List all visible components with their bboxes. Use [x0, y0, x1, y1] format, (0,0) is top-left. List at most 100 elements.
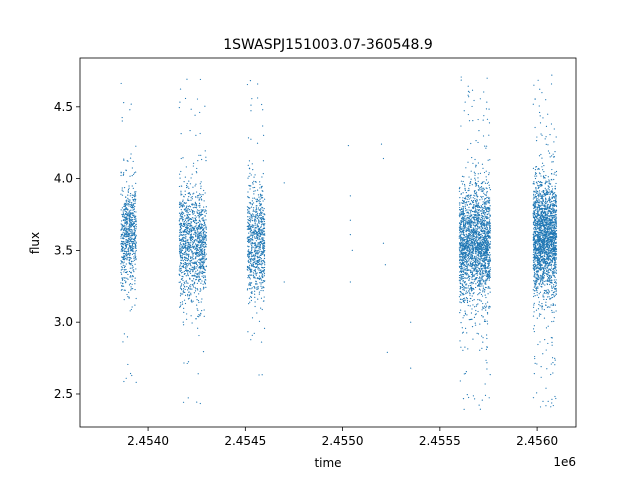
- data-point: [477, 266, 479, 268]
- data-point: [470, 281, 472, 283]
- data-point: [459, 312, 461, 314]
- data-point: [178, 224, 181, 226]
- data-point: [125, 225, 127, 227]
- data-point: [127, 273, 129, 276]
- data-point: [478, 404, 480, 406]
- data-point: [123, 242, 125, 244]
- data-point: [473, 288, 475, 290]
- data-point: [191, 257, 193, 259]
- data-point: [187, 257, 190, 259]
- data-point: [185, 257, 187, 259]
- data-point: [258, 213, 261, 215]
- data-point: [122, 282, 124, 285]
- data-point: [487, 199, 489, 202]
- data-point: [252, 239, 254, 241]
- data-point: [263, 296, 265, 298]
- data-point: [486, 246, 488, 248]
- data-point: [199, 266, 201, 268]
- data-point: [129, 216, 131, 218]
- data-point: [196, 227, 198, 229]
- data-point: [202, 217, 204, 219]
- data-point: [478, 252, 480, 254]
- data-point: [482, 253, 484, 256]
- data-point: [253, 180, 255, 182]
- data-point: [193, 252, 195, 254]
- data-point: [249, 268, 251, 271]
- data-point: [472, 261, 474, 263]
- data-point: [486, 301, 489, 303]
- data-point: [246, 268, 248, 270]
- data-point: [470, 212, 472, 214]
- data-point: [462, 299, 465, 302]
- data-point: [134, 245, 136, 248]
- data-point: [478, 226, 480, 228]
- data-point: [474, 222, 476, 224]
- data-point: [133, 258, 135, 260]
- data-point: [459, 214, 461, 216]
- data-point: [461, 273, 464, 275]
- data-point: [254, 259, 256, 261]
- data-point: [474, 213, 476, 216]
- data-point: [477, 333, 480, 335]
- data-point: [462, 237, 464, 240]
- data-point: [199, 265, 201, 268]
- data-point: [482, 190, 484, 192]
- data-point: [129, 204, 131, 206]
- data-point: [123, 214, 125, 216]
- data-point: [466, 260, 468, 262]
- data-point: [185, 262, 187, 264]
- data-point: [202, 273, 204, 275]
- data-point: [125, 204, 127, 206]
- data-point: [257, 285, 259, 288]
- data-point: [120, 174, 122, 177]
- data-point: [191, 288, 193, 290]
- data-point: [196, 282, 198, 284]
- data-point: [182, 204, 184, 207]
- data-point: [203, 262, 205, 264]
- data-point: [478, 280, 480, 283]
- data-point: [474, 324, 477, 326]
- data-point: [191, 203, 193, 205]
- data-point: [184, 97, 187, 100]
- data-point: [464, 197, 467, 199]
- data-point: [184, 243, 186, 245]
- data-point: [188, 271, 190, 273]
- data-point: [477, 195, 479, 198]
- data-point: [463, 218, 465, 220]
- data-point: [479, 245, 482, 247]
- data-point: [254, 269, 256, 271]
- data-point: [251, 235, 253, 237]
- data-point: [133, 221, 135, 223]
- data-point: [192, 241, 194, 243]
- data-point: [476, 245, 479, 247]
- data-point: [123, 235, 126, 237]
- data-point: [180, 259, 182, 261]
- data-point: [186, 78, 188, 80]
- data-point: [460, 232, 462, 234]
- data-point: [129, 201, 131, 203]
- data-point: [473, 275, 475, 277]
- data-point: [262, 286, 265, 288]
- data-point: [478, 277, 480, 280]
- data-point: [127, 227, 129, 230]
- data-point: [128, 244, 130, 247]
- data-point: [247, 238, 249, 240]
- data-point: [463, 293, 465, 296]
- data-point: [185, 235, 187, 238]
- data-point: [247, 211, 249, 213]
- data-point: [134, 237, 136, 239]
- data-point: [479, 243, 481, 245]
- data-point: [481, 249, 483, 251]
- data-point: [468, 219, 470, 221]
- data-point: [478, 251, 480, 253]
- data-point: [260, 289, 262, 292]
- data-point: [474, 279, 476, 281]
- data-point: [132, 206, 134, 208]
- data-point: [462, 317, 464, 319]
- data-point: [192, 207, 194, 209]
- data-point: [258, 263, 260, 265]
- data-point: [254, 305, 256, 308]
- data-point: [481, 278, 483, 280]
- data-point: [198, 255, 200, 257]
- data-point: [186, 260, 188, 262]
